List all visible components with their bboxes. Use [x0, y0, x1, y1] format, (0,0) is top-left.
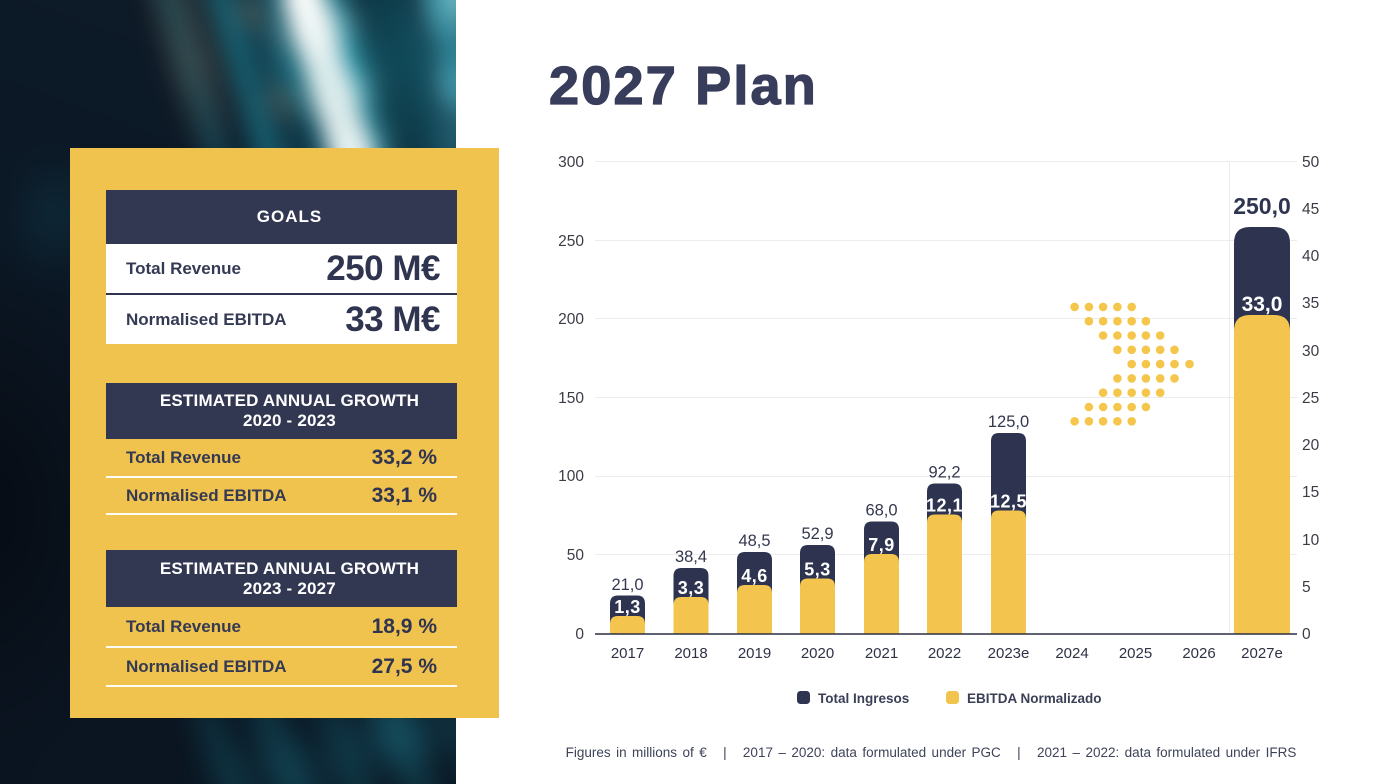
svg-text:100: 100 [558, 468, 584, 485]
svg-text:4,6: 4,6 [741, 566, 768, 586]
svg-text:300: 300 [558, 154, 584, 171]
svg-text:2024: 2024 [1055, 645, 1088, 662]
svg-text:50: 50 [567, 547, 585, 564]
svg-text:25: 25 [1302, 390, 1319, 407]
svg-text:0: 0 [1302, 626, 1311, 643]
svg-text:40: 40 [1302, 248, 1320, 265]
svg-text:250: 250 [558, 233, 584, 250]
svg-text:2018: 2018 [674, 645, 707, 662]
svg-text:2021: 2021 [865, 645, 898, 662]
svg-text:15: 15 [1302, 484, 1319, 501]
svg-text:Figures in millions of € |: Figures in millions of € | 2017 – 2020: … [566, 745, 1297, 760]
svg-text:33,0: 33,0 [1242, 293, 1283, 316]
svg-text:92,2: 92,2 [928, 464, 960, 482]
svg-text:2027e: 2027e [1241, 645, 1283, 662]
svg-text:2022: 2022 [928, 645, 961, 662]
svg-text:3,3: 3,3 [678, 578, 705, 598]
svg-text:250,0: 250,0 [1233, 193, 1291, 219]
svg-text:12,1: 12,1 [926, 496, 963, 516]
svg-text:7,9: 7,9 [868, 535, 895, 555]
svg-text:2026: 2026 [1182, 645, 1215, 662]
svg-text:2017: 2017 [611, 645, 644, 662]
svg-text:45: 45 [1302, 201, 1319, 218]
svg-text:20: 20 [1302, 437, 1320, 454]
svg-text:125,0: 125,0 [988, 413, 1029, 431]
svg-text:2020: 2020 [801, 645, 834, 662]
svg-text:Total Ingresos: Total Ingresos [818, 691, 909, 706]
svg-text:38,4: 38,4 [675, 548, 707, 566]
svg-text:2019: 2019 [738, 645, 771, 662]
svg-text:30: 30 [1302, 343, 1320, 360]
svg-text:150: 150 [558, 390, 584, 407]
svg-text:35: 35 [1302, 295, 1319, 312]
svg-text:52,9: 52,9 [801, 525, 833, 543]
svg-text:2025: 2025 [1119, 645, 1152, 662]
svg-text:48,5: 48,5 [738, 532, 770, 550]
svg-text:200: 200 [558, 311, 584, 328]
svg-text:10: 10 [1302, 532, 1320, 549]
svg-text:2023e: 2023e [988, 645, 1030, 662]
svg-text:EBITDA Normalizado: EBITDA Normalizado [967, 691, 1102, 706]
svg-text:5,3: 5,3 [804, 560, 831, 580]
svg-text:21,0: 21,0 [611, 576, 643, 594]
svg-text:50: 50 [1302, 154, 1320, 171]
svg-text:68,0: 68,0 [865, 502, 897, 520]
svg-text:0: 0 [575, 626, 584, 643]
svg-text:1,3: 1,3 [614, 597, 641, 617]
svg-text:5: 5 [1302, 579, 1311, 596]
svg-text:12,5: 12,5 [990, 492, 1027, 512]
